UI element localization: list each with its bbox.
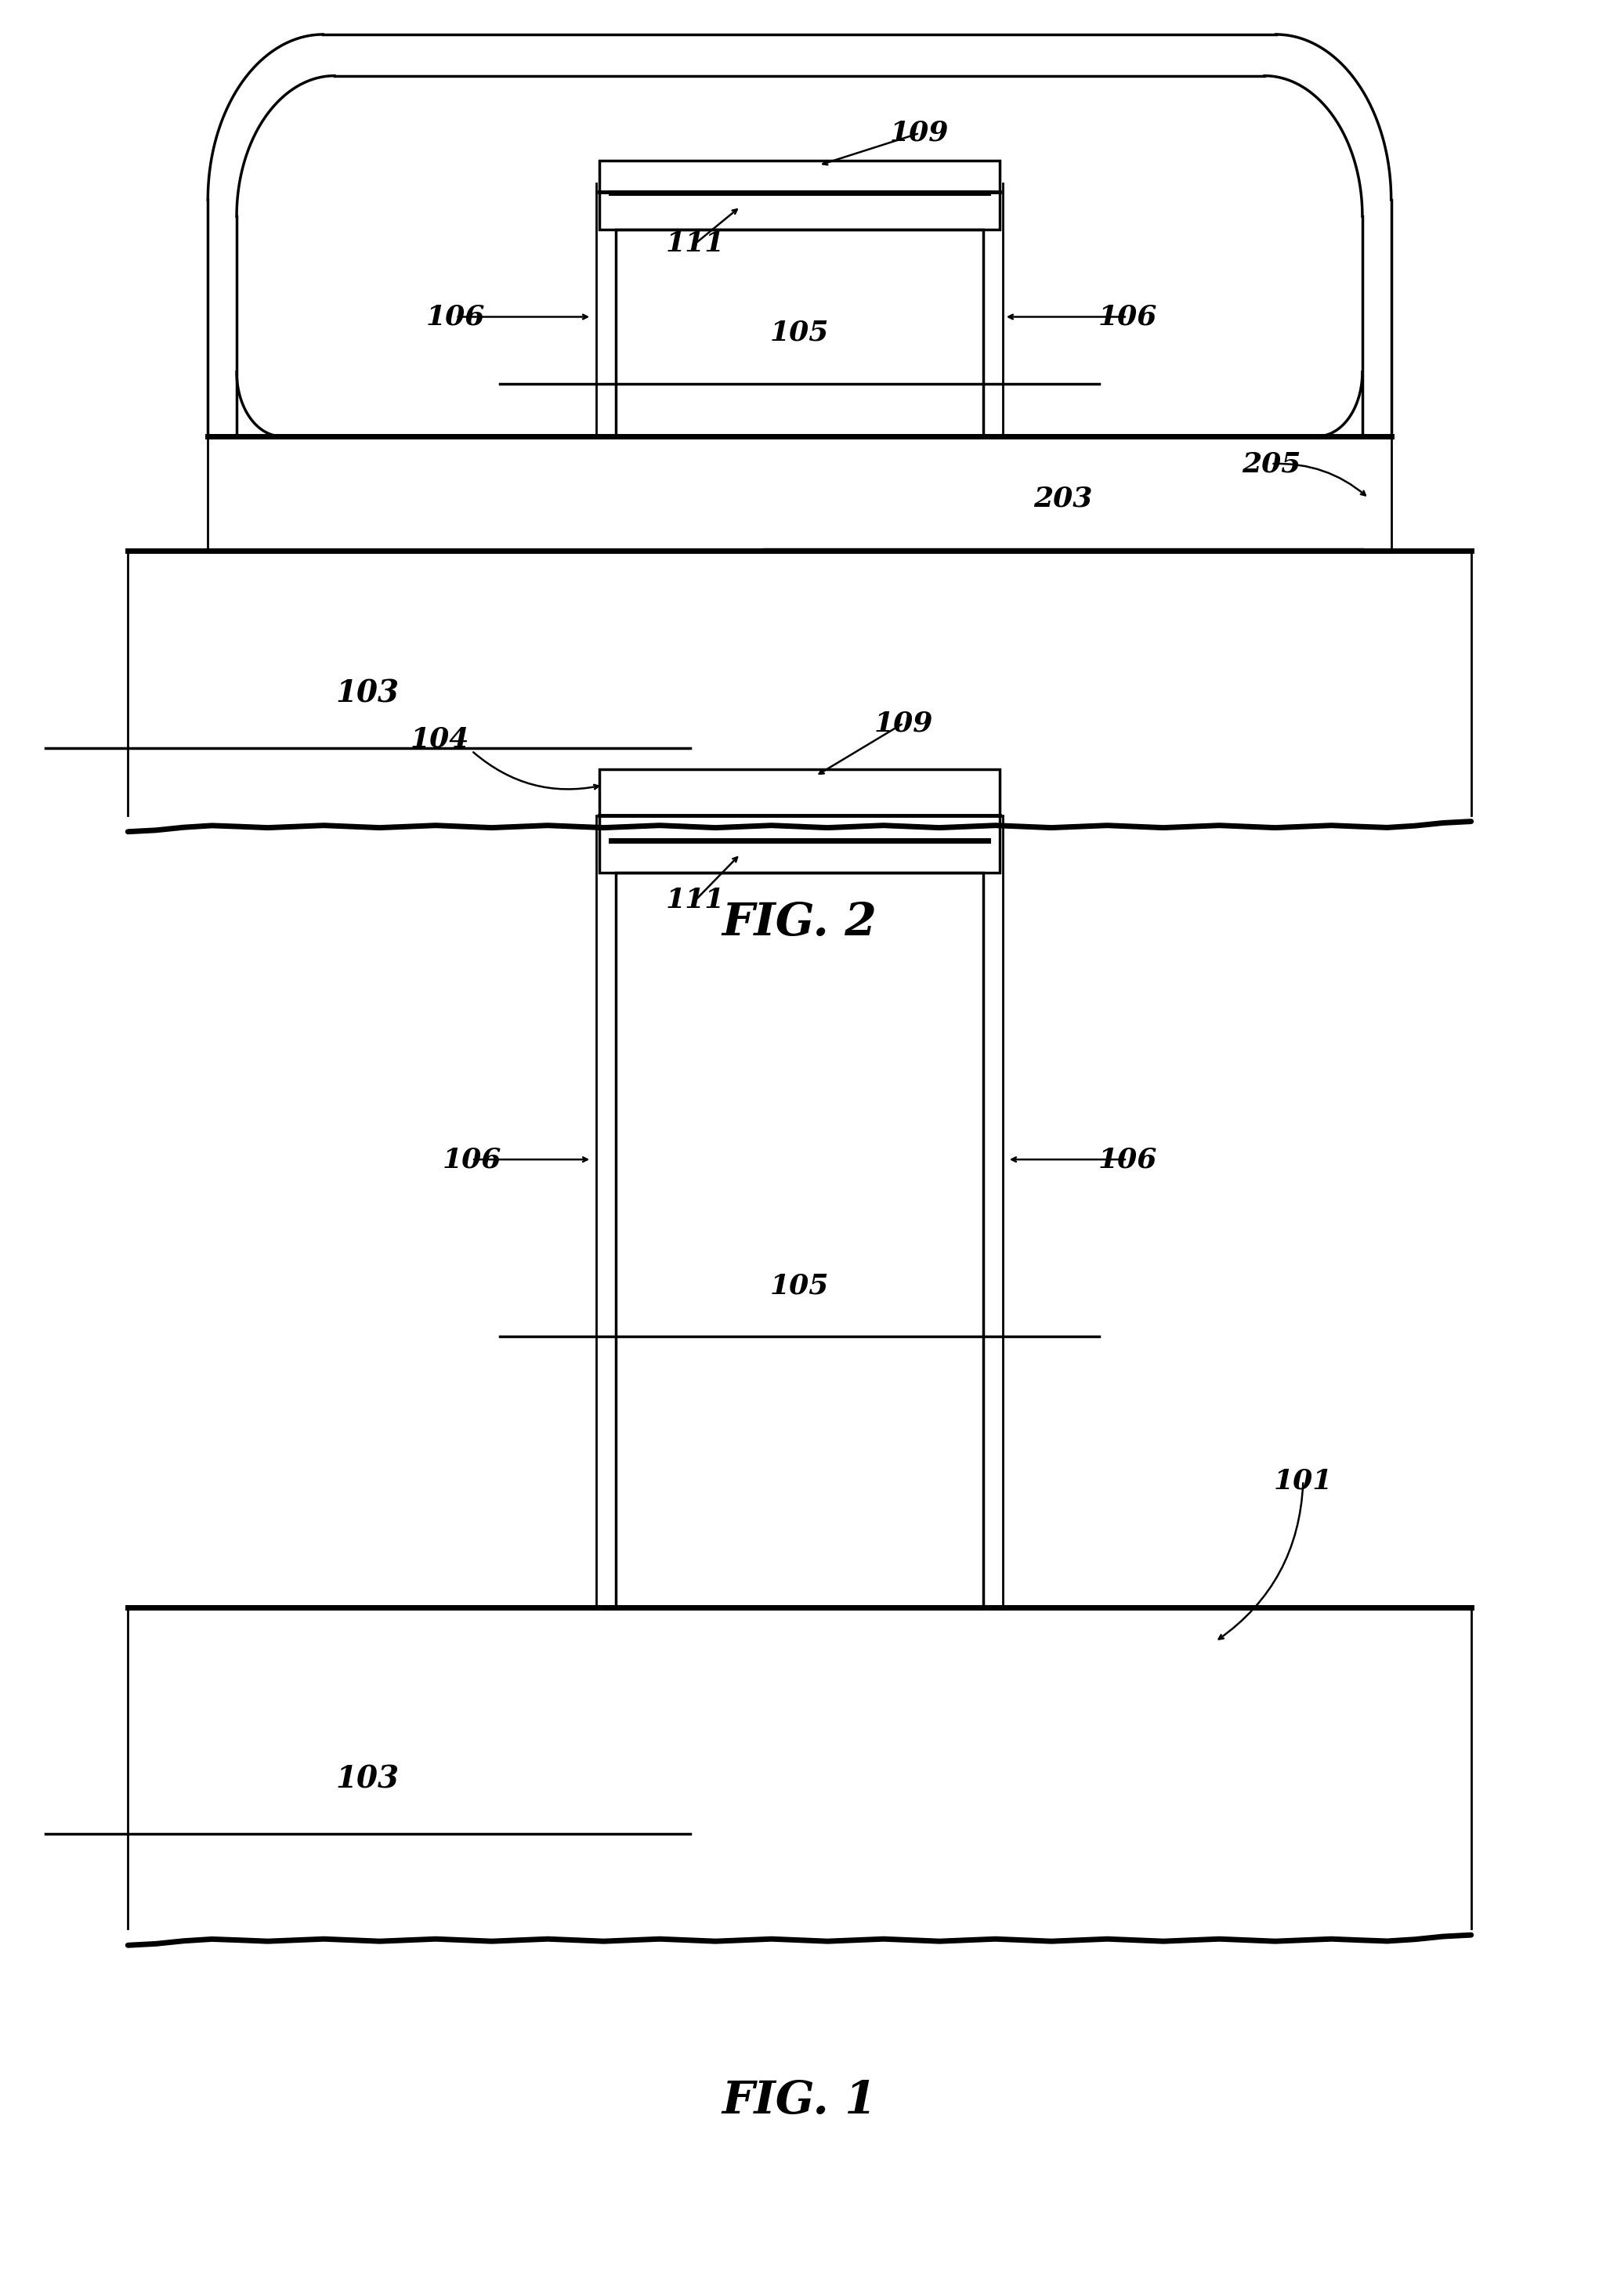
Text: 205: 205 bbox=[1242, 450, 1300, 478]
Text: 111: 111 bbox=[667, 886, 724, 914]
Text: 106: 106 bbox=[1099, 1146, 1156, 1173]
Bar bbox=[616, 872, 983, 1607]
Text: 105: 105 bbox=[771, 1272, 828, 1300]
Text: FIG. 1: FIG. 1 bbox=[723, 2078, 876, 2124]
Text: 103: 103 bbox=[336, 680, 400, 707]
Text: 109: 109 bbox=[891, 119, 948, 147]
Text: 109: 109 bbox=[875, 709, 932, 737]
Bar bbox=[600, 161, 999, 230]
Text: 106: 106 bbox=[1099, 303, 1156, 331]
Bar bbox=[600, 769, 999, 872]
Text: 106: 106 bbox=[443, 1146, 500, 1173]
Text: 106: 106 bbox=[427, 303, 484, 331]
Bar bbox=[616, 230, 983, 436]
Text: 111: 111 bbox=[667, 230, 724, 257]
Text: 103: 103 bbox=[336, 1766, 400, 1793]
Text: FIG. 2: FIG. 2 bbox=[723, 900, 876, 946]
Text: 104: 104 bbox=[411, 726, 469, 753]
Text: 203: 203 bbox=[1035, 484, 1092, 512]
Text: 105: 105 bbox=[771, 319, 828, 347]
Text: 101: 101 bbox=[1274, 1467, 1332, 1495]
